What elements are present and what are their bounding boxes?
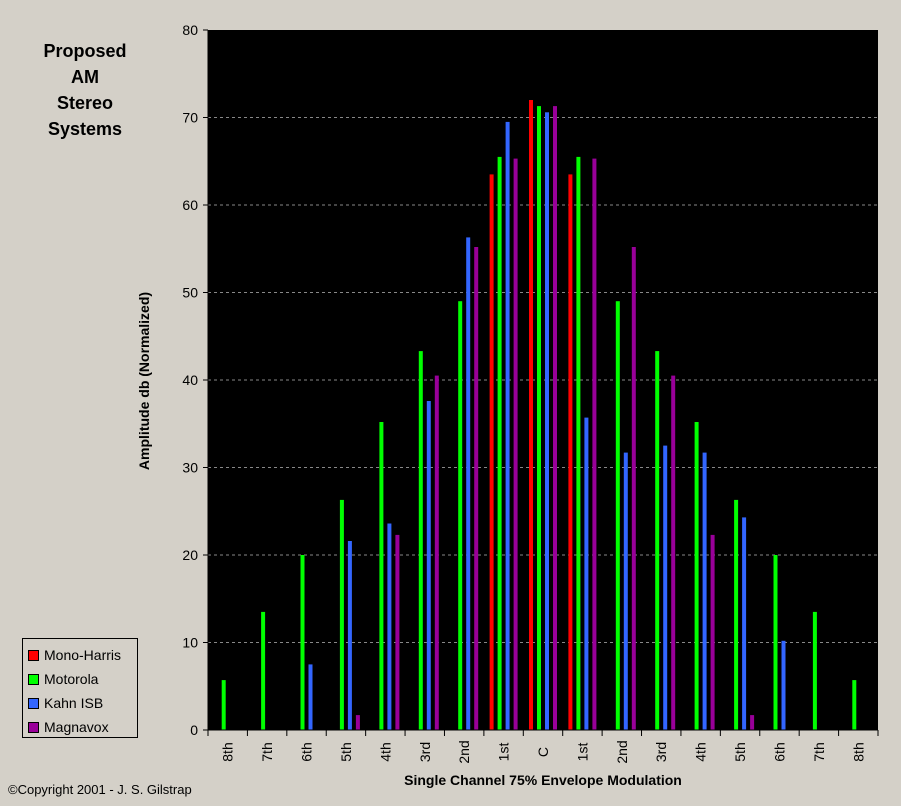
x-tick-label: 1st bbox=[496, 743, 512, 762]
bar bbox=[655, 351, 660, 730]
bar bbox=[631, 247, 636, 730]
x-tick-label: 5th bbox=[338, 742, 354, 761]
legend-item: Magnavox bbox=[23, 715, 137, 739]
copyright-text: ©Copyright 2001 - J. S. Gilstrap bbox=[8, 782, 192, 797]
y-tick-label: 20 bbox=[182, 547, 198, 563]
bar bbox=[702, 452, 707, 730]
legend: Mono-Harris Motorola Kahn ISB Magnavox bbox=[22, 638, 138, 738]
x-tick-label: 3rd bbox=[653, 742, 669, 762]
x-tick-label: 4th bbox=[377, 742, 393, 761]
title-line: Proposed bbox=[43, 41, 127, 61]
bar bbox=[568, 174, 573, 730]
chart-title: Proposed AM Stereo Systems bbox=[20, 38, 150, 142]
bar bbox=[489, 174, 494, 730]
x-tick-label: 3rd bbox=[417, 742, 433, 762]
bar bbox=[773, 555, 778, 730]
bar bbox=[418, 351, 423, 730]
bar bbox=[529, 100, 533, 730]
bar bbox=[710, 534, 715, 730]
bar bbox=[466, 237, 471, 730]
bars bbox=[221, 100, 857, 731]
legend-item: Kahn ISB bbox=[23, 691, 137, 715]
legend-item: Motorola bbox=[23, 667, 137, 691]
bar bbox=[513, 158, 518, 731]
bar bbox=[537, 106, 541, 731]
bar bbox=[694, 422, 699, 730]
bar bbox=[615, 301, 620, 730]
x-tick-label: 6th bbox=[771, 742, 787, 761]
x-tick-label: 7th bbox=[259, 742, 275, 761]
x-tick-label: 7th bbox=[811, 742, 827, 761]
y-tick-label: 40 bbox=[182, 372, 198, 388]
legend-swatch bbox=[28, 673, 39, 685]
bar bbox=[474, 247, 479, 730]
bar bbox=[261, 611, 266, 730]
bar bbox=[355, 715, 360, 730]
x-tick-label: 5th bbox=[732, 742, 748, 761]
bar bbox=[308, 664, 313, 730]
legend-label: Motorola bbox=[44, 671, 99, 687]
x-tick-label: C bbox=[535, 747, 551, 757]
bar bbox=[592, 158, 597, 731]
bar bbox=[812, 611, 817, 730]
bar bbox=[750, 715, 755, 730]
legend-swatch bbox=[28, 649, 39, 661]
x-tick-label: 1st bbox=[574, 743, 590, 762]
y-tick-label: 50 bbox=[182, 285, 198, 301]
y-axis-label: Amplitude db (Normalized) bbox=[136, 292, 152, 470]
y-tick-label: 30 bbox=[182, 460, 198, 476]
y-tick-label: 80 bbox=[182, 22, 198, 38]
x-tick-label: 8th bbox=[850, 742, 866, 761]
grid bbox=[208, 117, 878, 643]
bar bbox=[734, 499, 739, 730]
x-axis: 8th 7th 6th 5th 4th 3rd 2nd 1st C 1st 2nd 3rd 4th 5th… bbox=[207, 729, 879, 764]
bar bbox=[434, 375, 439, 730]
y-tick-label: 60 bbox=[182, 197, 198, 213]
bar bbox=[395, 534, 400, 730]
bar bbox=[458, 301, 463, 730]
bar bbox=[426, 401, 431, 730]
bar bbox=[221, 680, 226, 730]
bar bbox=[339, 499, 344, 730]
bar bbox=[553, 106, 557, 731]
bar bbox=[584, 417, 589, 730]
x-axis-label: Single Channel 75% Envelope Modulation bbox=[404, 772, 682, 788]
bar bbox=[497, 156, 502, 730]
bar bbox=[300, 555, 305, 730]
bar bbox=[505, 121, 510, 730]
bar bbox=[671, 375, 676, 730]
legend-item: Mono-Harris bbox=[23, 643, 137, 667]
bar bbox=[347, 541, 352, 730]
y-tick-label: 0 bbox=[190, 722, 198, 738]
bar bbox=[576, 156, 581, 730]
title-line: Systems bbox=[47, 119, 123, 139]
bar bbox=[742, 517, 747, 730]
bar bbox=[379, 422, 384, 730]
x-tick-label: 8th bbox=[220, 742, 236, 761]
title-line: Stereo bbox=[56, 93, 114, 113]
x-tick-label: 6th bbox=[299, 742, 315, 761]
bar bbox=[623, 452, 628, 730]
x-tick-label: 2nd bbox=[456, 740, 472, 763]
bar bbox=[663, 445, 668, 730]
legend-label: Magnavox bbox=[44, 719, 109, 735]
bar bbox=[852, 680, 857, 730]
y-tick-label: 70 bbox=[182, 110, 198, 126]
y-tick-label: 10 bbox=[182, 635, 198, 651]
y-axis: 0 10 20 30 40 50 60 70 80 bbox=[182, 22, 209, 738]
x-tick-label: 2nd bbox=[614, 740, 630, 763]
x-tick-label: 4th bbox=[693, 742, 709, 761]
legend-swatch bbox=[28, 721, 39, 733]
bar bbox=[781, 640, 786, 731]
legend-label: Mono-Harris bbox=[44, 647, 122, 663]
legend-swatch bbox=[28, 697, 39, 709]
bar bbox=[545, 112, 549, 731]
bar bbox=[387, 523, 392, 730]
title-line: AM bbox=[71, 67, 99, 87]
legend-label: Kahn ISB bbox=[44, 695, 104, 711]
